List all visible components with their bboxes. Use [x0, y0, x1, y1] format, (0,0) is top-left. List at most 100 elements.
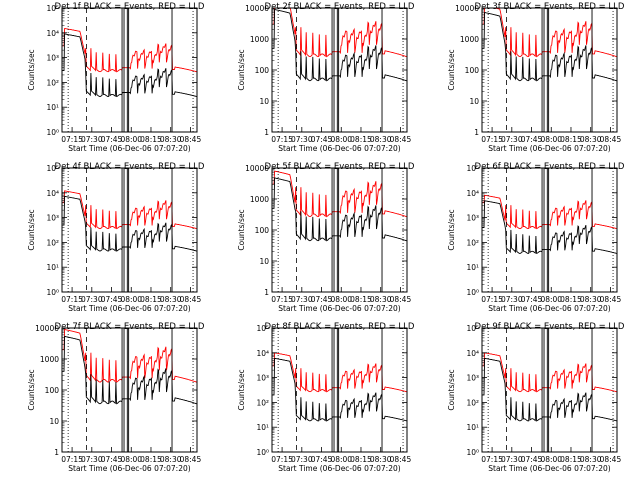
plot-frame [481, 327, 618, 453]
y-tick-label: 10¹ [256, 423, 269, 432]
x-tick-label: 07:15 [271, 295, 293, 304]
x-tick-label: 07:15 [271, 455, 293, 464]
y-tick-label: 10⁵ [46, 164, 59, 173]
panel-title: Det 8f BLACK = Events, RED = LLD [265, 322, 415, 332]
x-tick-label: 08:15 [140, 295, 162, 304]
x-tick-label: 08:30 [160, 135, 182, 144]
y-tick-label: 1 [264, 288, 269, 297]
events-series-line [272, 177, 407, 242]
x-axis-label: Start Time (06-Dec-06 07:07:20) [488, 304, 610, 313]
y-tick-label: 10⁴ [466, 349, 479, 358]
x-tick-label: 07:45 [101, 455, 123, 464]
x-axis-label: Start Time (06-Dec-06 07:07:20) [278, 464, 400, 473]
detector-panel: Det 5f BLACK = Events, RED = LLD 1 10 100 10… [237, 162, 415, 313]
y-tick-label: 10 [49, 417, 59, 426]
y-tick-label: 10¹ [466, 423, 479, 432]
detector-panel: Det 8f BLACK = Events, RED = LLD 10⁰ 10¹ 10… [237, 322, 415, 473]
series-group [272, 352, 407, 422]
events-series-line [482, 11, 617, 82]
x-axis-label: Start Time (06-Dec-06 07:07:20) [278, 144, 400, 153]
x-tick-label: 08:00 [120, 135, 142, 144]
x-tick-label: 07:30 [81, 295, 103, 304]
y-tick-label: 10⁰ [466, 448, 479, 457]
detector-panel: Det 1f BLACK = Events, RED = LLD 10⁰ 10¹ 10… [27, 2, 205, 153]
x-tick-label: 08:00 [330, 135, 352, 144]
lld-series-line [272, 170, 407, 218]
y-tick-label: 10⁰ [466, 288, 479, 297]
y-axis-label: Counts/sec [237, 49, 246, 90]
y-tick-label: 10³ [466, 374, 479, 383]
x-tick-label: 07:45 [311, 135, 333, 144]
y-tick-label: 100 [465, 66, 480, 75]
x-tick-label: 07:30 [501, 455, 523, 464]
events-series-line [62, 195, 197, 252]
y-axis-label: Counts/sec [27, 209, 36, 250]
y-tick-label: 1 [474, 128, 479, 137]
x-tick-label: 07:15 [481, 295, 503, 304]
x-tick-label: 08:00 [540, 295, 562, 304]
plot-frame [271, 327, 408, 453]
y-tick-label: 10⁴ [466, 189, 479, 198]
series-group [62, 328, 197, 405]
x-tick-label: 08:45 [390, 455, 412, 464]
x-tick-label: 08:30 [580, 295, 602, 304]
y-tick-label: 10⁴ [256, 349, 269, 358]
lld-series-line [62, 27, 197, 73]
y-tick-label: 10³ [466, 214, 479, 223]
series-group [272, 8, 407, 82]
x-tick-label: 08:15 [140, 455, 162, 464]
y-tick-label: 10¹ [46, 263, 59, 272]
x-axis-label: Start Time (06-Dec-06 07:07:20) [68, 464, 190, 473]
x-tick-label: 07:15 [481, 455, 503, 464]
x-tick-label: 07:30 [81, 135, 103, 144]
detector-panel: Det 3f BLACK = Events, RED = LLD 1 10 100 10… [447, 2, 625, 153]
y-tick-label: 10⁴ [46, 29, 59, 38]
events-series-line [272, 357, 407, 422]
detector-panel: Det 7f BLACK = Events, RED = LLD 1 10 100 10… [27, 322, 205, 473]
y-tick-label: 10³ [46, 54, 59, 63]
x-tick-label: 07:15 [481, 135, 503, 144]
series-group [482, 352, 617, 422]
x-tick-label: 08:15 [560, 455, 582, 464]
y-tick-label: 1000 [460, 35, 479, 44]
x-tick-label: 08:45 [390, 135, 412, 144]
detector-panel: Det 6f BLACK = Events, RED = LLD 10⁰ 10¹ 10… [447, 162, 625, 313]
panel-title: Det 6f BLACK = Events, RED = LLD [475, 162, 625, 172]
events-series-line [482, 357, 617, 422]
x-tick-label: 08:45 [600, 455, 622, 464]
x-tick-label: 07:30 [291, 295, 313, 304]
detector-panel: Det 9f BLACK = Events, RED = LLD 10⁰ 10¹ 10… [447, 322, 625, 473]
x-axis-label: Start Time (06-Dec-06 07:07:20) [68, 304, 190, 313]
y-axis-label: Counts/sec [447, 209, 456, 250]
y-tick-label: 10² [256, 398, 269, 407]
y-tick-label: 10⁰ [256, 448, 269, 457]
detector-panel: Det 4f BLACK = Events, RED = LLD 10⁰ 10¹ 10… [27, 162, 205, 313]
series-group [482, 194, 617, 255]
panel-title: Det 3f BLACK = Events, RED = LLD [475, 2, 625, 12]
y-tick-label: 10¹ [466, 263, 479, 272]
x-tick-label: 08:15 [350, 135, 372, 144]
y-tick-label: 10⁴ [46, 189, 59, 198]
x-tick-label: 07:45 [521, 455, 543, 464]
x-tick-label: 08:45 [600, 135, 622, 144]
x-tick-label: 07:30 [291, 455, 313, 464]
y-tick-label: 10 [259, 257, 269, 266]
series-group [272, 170, 407, 242]
y-tick-label: 10⁵ [466, 324, 479, 333]
x-tick-label: 08:15 [560, 135, 582, 144]
x-tick-label: 08:30 [580, 135, 602, 144]
panel-title: Det 4f BLACK = Events, RED = LLD [55, 162, 205, 172]
x-tick-label: 07:30 [501, 295, 523, 304]
x-tick-label: 07:45 [101, 295, 123, 304]
x-tick-label: 08:00 [120, 455, 142, 464]
x-tick-label: 08:15 [560, 295, 582, 304]
x-tick-label: 08:30 [370, 135, 392, 144]
lld-series-line [482, 8, 617, 58]
y-axis-label: Counts/sec [27, 369, 36, 410]
y-tick-label: 10000 [35, 324, 59, 333]
plot-frame [61, 7, 198, 133]
y-tick-label: 1000 [250, 195, 269, 204]
panel-title: Det 1f BLACK = Events, RED = LLD [55, 2, 205, 12]
x-tick-label: 08:00 [330, 295, 352, 304]
lld-series-line [62, 190, 197, 230]
